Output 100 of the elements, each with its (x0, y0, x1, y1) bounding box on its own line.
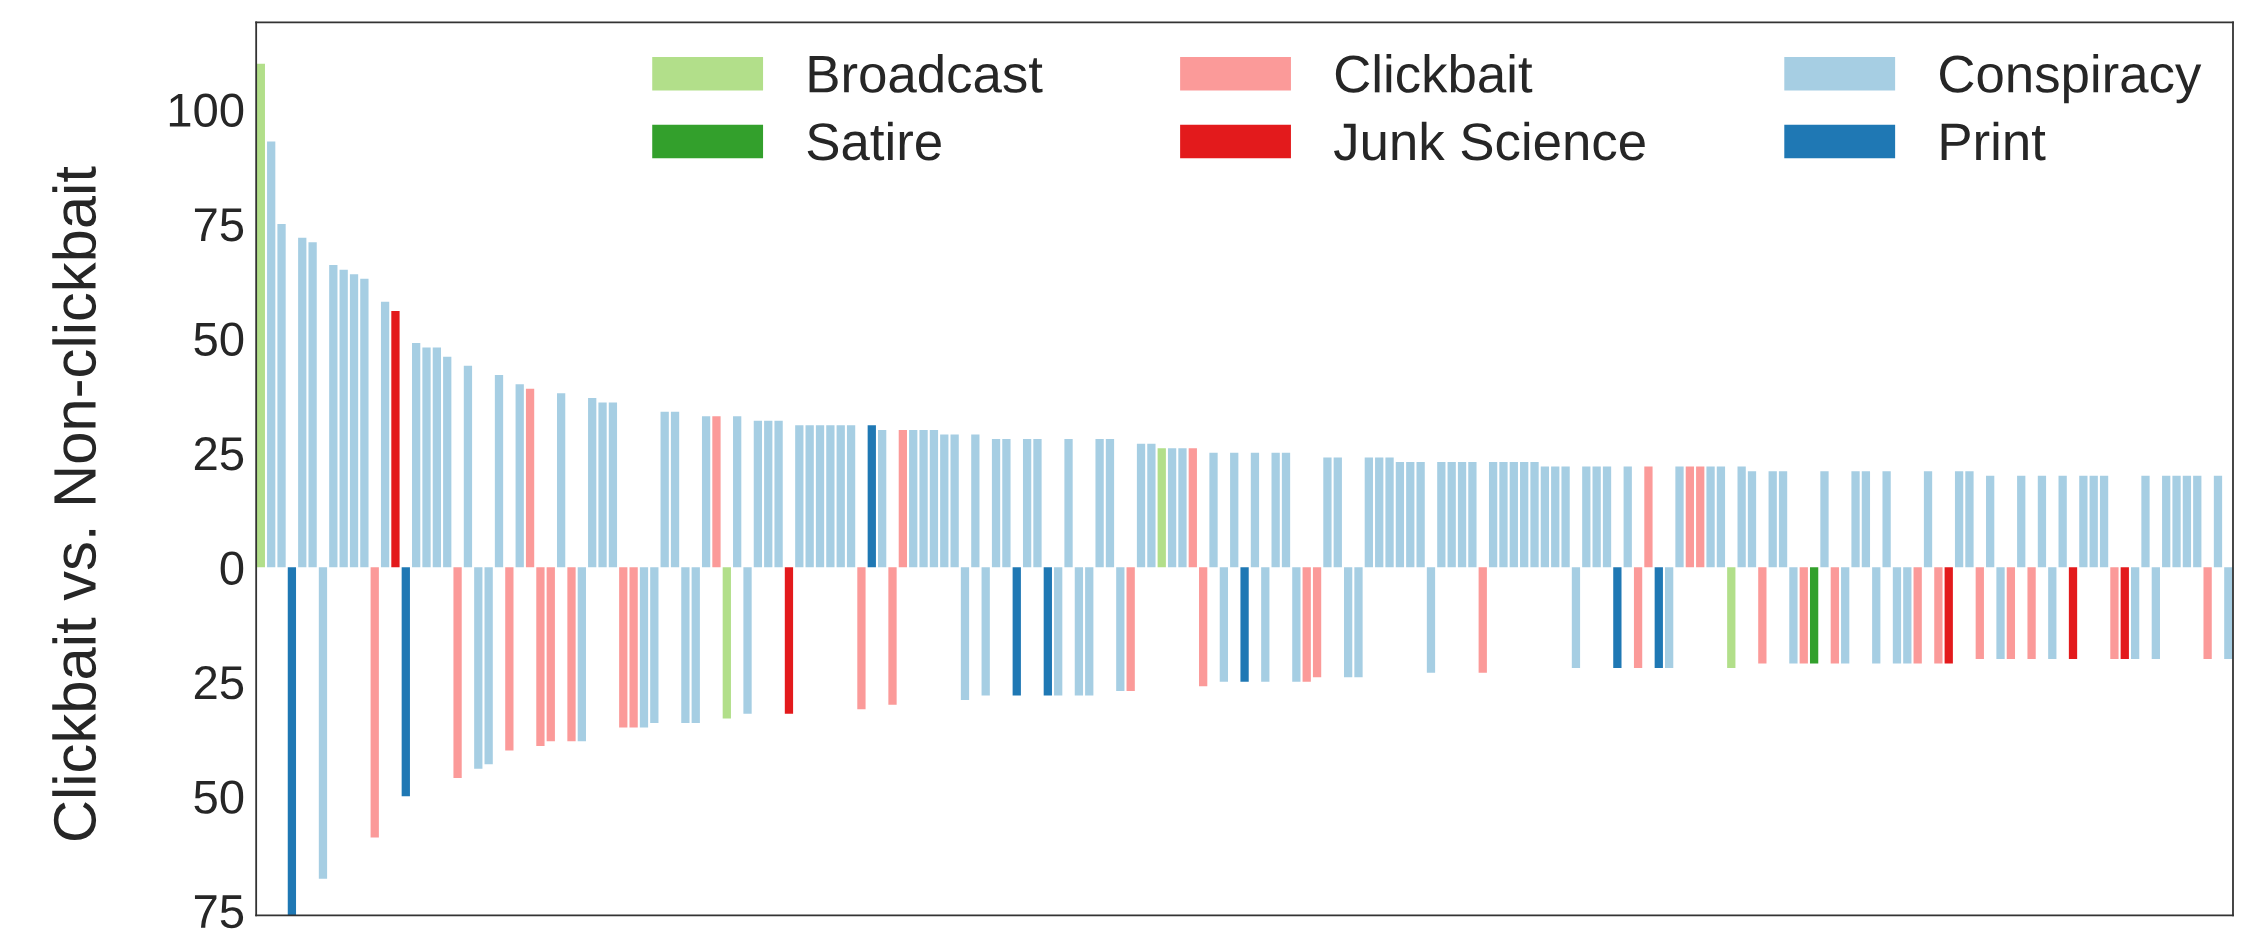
bar (867, 425, 876, 568)
bar (536, 567, 545, 746)
bar (2058, 475, 2067, 568)
bar (878, 429, 887, 568)
bar (1975, 567, 1984, 659)
y-tick-label: 25 (194, 665, 244, 700)
bar (1416, 462, 1425, 568)
bar (805, 425, 814, 568)
bar (1012, 567, 1021, 696)
bar (1271, 452, 1280, 568)
bar (577, 567, 586, 742)
bar (619, 567, 628, 728)
bar (1613, 567, 1622, 669)
bar (515, 384, 524, 568)
bar (784, 567, 794, 714)
bar (1054, 567, 1063, 696)
bar (1385, 457, 1394, 568)
bar (608, 402, 618, 568)
bar (1592, 466, 1601, 568)
bar (1022, 439, 1032, 568)
bar (1675, 466, 1684, 568)
bar (1157, 448, 1166, 568)
y-tick-label: 50 (194, 780, 244, 814)
bar (722, 567, 731, 719)
bar (1375, 457, 1384, 568)
bar (422, 347, 431, 568)
bar (1302, 567, 1311, 682)
bar (1841, 567, 1850, 664)
bar (691, 567, 700, 723)
bar (2006, 567, 2016, 659)
legend-label: Clickbait (1335, 54, 1533, 93)
bar (556, 393, 566, 568)
bar (795, 425, 804, 568)
bar (1758, 567, 1767, 664)
bar (1064, 439, 1073, 568)
bar (991, 439, 1001, 568)
bar (1778, 471, 1788, 568)
y-tick-label: 100 (169, 93, 244, 127)
bar (484, 567, 493, 765)
bar (950, 434, 959, 568)
y-tick-label: 0 (220, 551, 244, 585)
bar (1561, 466, 1570, 568)
bar (474, 567, 483, 769)
bar (1178, 448, 1187, 568)
legend-label: Print (1941, 121, 2046, 161)
bar (1706, 466, 1715, 568)
bar (2089, 475, 2098, 568)
bar (277, 223, 286, 568)
bar (1488, 462, 1498, 568)
bar (1582, 466, 1591, 568)
bar (1406, 462, 1415, 568)
bar (1934, 567, 1943, 664)
bar (2172, 475, 2181, 568)
y-tick-label: 50 (194, 322, 244, 356)
bar (650, 567, 659, 723)
bar (1312, 567, 1322, 678)
bar (1033, 439, 1042, 568)
bar (629, 567, 638, 728)
legend-label: Broadcast (809, 54, 1043, 93)
bar (1240, 567, 1249, 682)
bar (1986, 475, 1995, 568)
bar (940, 434, 949, 568)
bar (639, 567, 649, 728)
bar (1354, 567, 1363, 678)
legend-label: Conspiracy (1940, 54, 2202, 104)
bar (1281, 452, 1291, 568)
bar (888, 567, 897, 705)
bar (1789, 567, 1798, 664)
bar (1499, 462, 1508, 568)
bar (1571, 567, 1581, 669)
bar (1696, 466, 1705, 568)
bar (960, 567, 970, 701)
bar (909, 429, 918, 568)
bar (1861, 471, 1871, 568)
y-tick-label: 75 (194, 208, 244, 242)
bar (1830, 567, 1839, 664)
bar (1747, 471, 1757, 568)
bar (929, 429, 939, 568)
bar (432, 347, 442, 568)
bar (1074, 567, 1084, 696)
bar (1209, 452, 1218, 568)
bar (1188, 448, 1197, 568)
bar (1002, 439, 1011, 568)
bar (1851, 471, 1860, 568)
bar (815, 425, 825, 568)
bar (1768, 471, 1777, 568)
bar (919, 429, 928, 568)
bar (1261, 567, 1270, 682)
bar (826, 425, 835, 568)
bar (1820, 471, 1829, 568)
bar (764, 420, 773, 568)
bar (267, 141, 276, 568)
bar (712, 416, 721, 568)
bar (525, 388, 535, 568)
bar (2141, 475, 2150, 568)
bar (588, 397, 597, 568)
bar (1799, 567, 1808, 664)
bar (1395, 462, 1405, 568)
bar (670, 411, 680, 568)
bar (1343, 567, 1353, 678)
